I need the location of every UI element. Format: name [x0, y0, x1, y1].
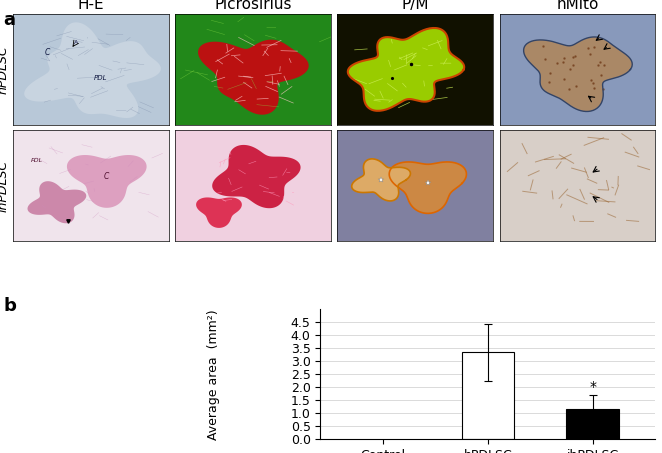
Polygon shape: [213, 145, 301, 208]
Polygon shape: [24, 22, 161, 118]
Bar: [461, 352, 514, 439]
Title: Picrosirius: Picrosirius: [214, 0, 292, 12]
Title: P/M: P/M: [402, 0, 429, 12]
Text: *: *: [589, 380, 596, 394]
Title: hMito: hMito: [556, 0, 598, 12]
Bar: [567, 410, 619, 439]
Polygon shape: [28, 181, 86, 223]
Text: C: C: [45, 48, 50, 57]
Text: A: A: [73, 40, 77, 45]
Y-axis label: Average area  (mm²): Average area (mm²): [207, 309, 220, 440]
Y-axis label: ihPDLSC: ihPDLSC: [0, 159, 9, 212]
Text: PDL: PDL: [94, 75, 107, 82]
Text: a: a: [3, 11, 15, 29]
Polygon shape: [198, 40, 308, 115]
Polygon shape: [389, 162, 467, 213]
Polygon shape: [348, 28, 464, 111]
Text: PDL: PDL: [30, 159, 42, 164]
Polygon shape: [67, 155, 146, 208]
Polygon shape: [352, 159, 410, 201]
Polygon shape: [524, 37, 632, 111]
Polygon shape: [196, 198, 242, 228]
Y-axis label: hPDLSC: hPDLSC: [0, 45, 9, 94]
Title: H-E: H-E: [78, 0, 105, 12]
Text: C: C: [104, 172, 109, 181]
Text: b: b: [3, 297, 16, 315]
